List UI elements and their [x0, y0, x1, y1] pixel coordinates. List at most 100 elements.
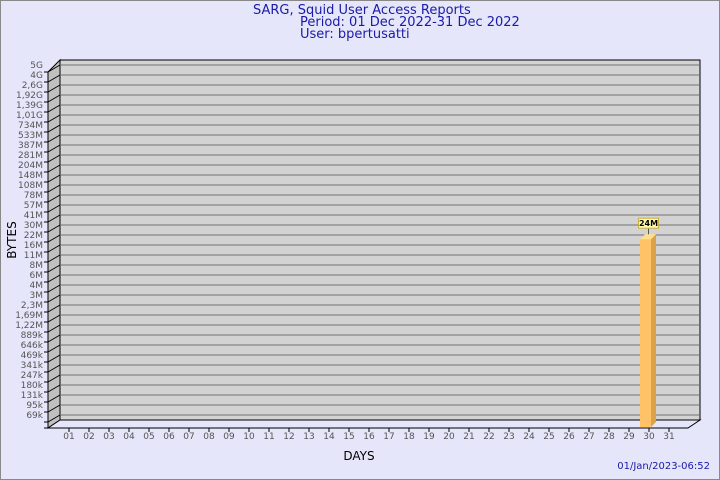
y-tick-depth — [47, 234, 61, 243]
x-tick-label: 08 — [203, 432, 215, 442]
x-tick-label: 07 — [183, 432, 194, 442]
x-tick-label: 15 — [343, 432, 354, 442]
y-tick-depth — [47, 174, 61, 183]
bar-side — [651, 234, 656, 427]
y-tick-depth — [47, 404, 61, 413]
bar-top — [640, 234, 656, 240]
x-tick-label: 13 — [303, 432, 314, 442]
y-tick-depth — [47, 264, 61, 273]
y-tick-depth — [47, 344, 61, 353]
y-tick-label: 2,6G — [22, 81, 43, 91]
y-tick-label: 533M — [18, 131, 43, 141]
y-tick-depth — [47, 104, 61, 113]
bar-front — [640, 239, 651, 427]
plot-floor — [46, 419, 702, 429]
x-tick-label: 26 — [563, 432, 575, 442]
y-tick-depth — [47, 144, 61, 153]
x-tick-label: 16 — [363, 432, 375, 442]
y-tick-depth — [47, 354, 61, 363]
y-tick-depth — [47, 154, 61, 163]
y-tick-label: 4G — [30, 71, 43, 81]
x-tick-label: 25 — [543, 432, 554, 442]
y-tick-label: 108M — [18, 181, 43, 191]
y-tick-depth — [47, 184, 61, 193]
y-tick-depth — [47, 394, 61, 403]
x-tick-label: 27 — [583, 432, 594, 442]
y-tick-depth — [47, 204, 61, 213]
x-tick-label: 21 — [463, 432, 474, 442]
y-tick-depth — [47, 114, 61, 123]
y-tick-depth — [47, 94, 61, 103]
y-tick-depth — [47, 164, 61, 173]
chart-title: SARG, Squid User Access Reports — [253, 3, 471, 18]
x-tick-label: 28 — [603, 432, 615, 442]
y-tick-depth — [47, 244, 61, 253]
y-tick-label: 281M — [18, 151, 43, 161]
y-tick-label: 646k — [21, 341, 44, 351]
y-tick-depth — [47, 194, 61, 203]
y-tick-label: 4M — [30, 281, 44, 291]
y-tick-depth — [47, 214, 61, 223]
y-tick-depth — [47, 364, 61, 373]
x-tick-label: 09 — [223, 432, 235, 442]
y-tick-depth — [47, 254, 61, 263]
x-tick-label: 14 — [323, 432, 335, 442]
y-tick-depth — [47, 274, 61, 283]
x-tick-label: 04 — [123, 432, 135, 442]
y-tick-label: 6M — [30, 271, 44, 281]
y-tick-depth — [47, 134, 61, 143]
x-tick-label: 17 — [383, 432, 394, 442]
x-tick-label: 24 — [523, 432, 535, 442]
x-tick-label: 03 — [103, 432, 114, 442]
y-tick-label: 341k — [21, 361, 44, 371]
y-tick-label: 469k — [21, 351, 44, 361]
y-tick-label: 148M — [18, 171, 43, 181]
y-tick-label: 22M — [24, 231, 43, 241]
y-tick-depth — [47, 84, 61, 93]
y-tick-label: 5G — [30, 61, 43, 71]
y-tick-depth — [47, 304, 61, 313]
y-tick-label: 734M — [18, 121, 43, 131]
y-tick-depth — [47, 374, 61, 383]
plot-back-wall — [59, 59, 701, 421]
y-tick-depth — [47, 324, 61, 333]
y-tick-label: 3M — [30, 291, 44, 301]
y-tick-depth — [47, 294, 61, 303]
x-tick-label: 22 — [483, 432, 494, 442]
y-tick-depth — [47, 284, 61, 293]
y-tick-depth — [47, 334, 61, 343]
y-tick-depth — [47, 414, 61, 423]
y-tick-label: 41M — [24, 211, 43, 221]
x-tick-label: 01 — [63, 432, 74, 442]
y-tick-label: 204M — [18, 161, 43, 171]
y-tick-depth — [47, 314, 61, 323]
y-tick-label: 2,3M — [21, 301, 43, 311]
y-tick-label: 95k — [26, 401, 43, 411]
y-tick-depth — [47, 384, 61, 393]
y-tick-label: 1,92G — [16, 91, 43, 101]
y-tick-label: 1,69M — [15, 311, 43, 321]
y-tick-label: 247k — [21, 371, 44, 381]
y-tick-label: 8M — [30, 261, 44, 271]
x-tick-label: 12 — [283, 432, 294, 442]
x-tick-label: 29 — [623, 432, 635, 442]
x-tick-label: 18 — [403, 432, 415, 442]
x-tick-label: 31 — [663, 432, 674, 442]
y-tick-depth — [47, 224, 61, 233]
x-tick-label: 19 — [423, 432, 435, 442]
y-tick-depth — [47, 74, 61, 83]
chart-user: User: bpertusatti — [300, 27, 410, 42]
y-tick-label: 387M — [18, 141, 43, 151]
y-tick-label: 889k — [21, 331, 44, 341]
y-tick-label: 69k — [26, 411, 43, 421]
y-axis-label: BYTES — [5, 221, 19, 258]
x-tick-label: 06 — [163, 432, 175, 442]
y-tick-depth — [47, 64, 61, 73]
x-tick-label: 10 — [243, 432, 255, 442]
x-tick-label: 02 — [83, 432, 94, 442]
y-tick-label: 57M — [24, 201, 43, 211]
y-tick-label: 16M — [24, 241, 43, 251]
y-tick-label: 1,39G — [16, 101, 43, 111]
chart-period: Period: 01 Dec 2022-31 Dec 2022 — [300, 15, 520, 30]
